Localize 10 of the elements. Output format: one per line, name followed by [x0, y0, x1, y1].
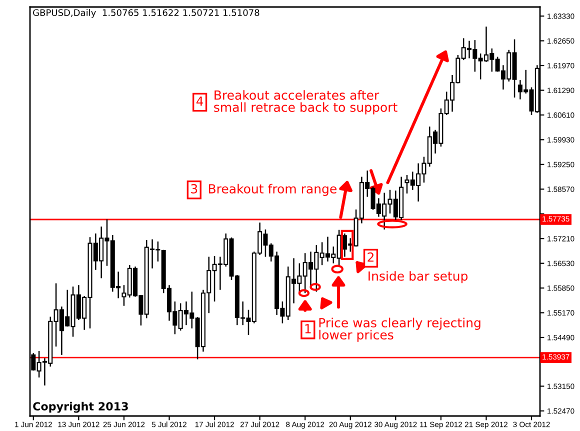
annotation: 3 — [191, 184, 198, 194]
annotation: Inside bar setup — [368, 271, 468, 284]
annotation: Copyright 2013 — [33, 402, 128, 413]
annotation: 4 — [196, 96, 204, 106]
annotation: Breakout from range — [208, 184, 336, 196]
annotation: Breakout accelerates after small retrace back to support — [214, 90, 398, 114]
chart-title: GBPUSD,Daily 1.50765 1.51622 1.50721 1.51078 — [33, 9, 260, 18]
annotation: 1 — [305, 324, 311, 334]
annotation: Price was clearly rejecting lower prices — [319, 318, 480, 342]
annotation: 2 — [368, 252, 374, 262]
